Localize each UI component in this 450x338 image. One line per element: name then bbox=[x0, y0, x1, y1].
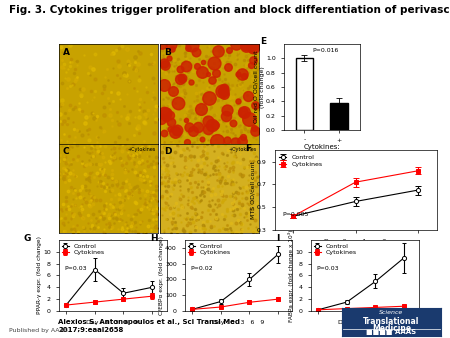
X-axis label: Day : 0   3   6   9: Day : 0 3 6 9 bbox=[338, 320, 391, 325]
Text: Fig. 3. Cytokines trigger proliferation and block differentiation of perivascula: Fig. 3. Cytokines trigger proliferation … bbox=[9, 5, 450, 15]
Text: C: C bbox=[63, 147, 69, 156]
X-axis label: Day : 0   3   6   9: Day : 0 3 6 9 bbox=[86, 320, 139, 325]
Y-axis label: FABPa expr. (fold change x 10³): FABPa expr. (fold change x 10³) bbox=[288, 229, 294, 322]
Y-axis label: MTS OD/cell count: MTS OD/cell count bbox=[251, 161, 256, 219]
Text: P=0.03: P=0.03 bbox=[64, 266, 86, 271]
Text: ■■■■ AAAS: ■■■■ AAAS bbox=[366, 329, 417, 335]
Text: +Cytokines: +Cytokines bbox=[229, 147, 257, 152]
X-axis label: Day : 0        1        2: Day : 0 1 2 bbox=[324, 239, 387, 244]
X-axis label: Day : 0   3   6   9: Day : 0 3 6 9 bbox=[212, 320, 265, 325]
Legend: Control, Cytokines: Control, Cytokines bbox=[62, 243, 105, 256]
Bar bbox=[296, 58, 313, 130]
Y-axis label: C/EBPα expr. (fold change): C/EBPα expr. (fold change) bbox=[159, 236, 164, 315]
Text: E: E bbox=[261, 37, 267, 46]
Bar bbox=[330, 103, 348, 130]
Text: A: A bbox=[63, 48, 69, 57]
X-axis label: Cytokines:: Cytokines: bbox=[303, 144, 340, 150]
Text: +Cytokines: +Cytokines bbox=[127, 147, 156, 152]
Text: P=0.02: P=0.02 bbox=[190, 266, 212, 271]
Text: P=0.016: P=0.016 bbox=[312, 48, 339, 53]
Text: G: G bbox=[24, 234, 32, 243]
Text: P=0.03: P=0.03 bbox=[316, 266, 338, 271]
Text: P=0.005: P=0.005 bbox=[283, 212, 309, 217]
Y-axis label: Oil red O OD/cell count
(fold change): Oil red O OD/cell count (fold change) bbox=[254, 51, 265, 123]
Text: I: I bbox=[276, 234, 279, 243]
Text: Alexios S. Antonopoulos et al., Sci Transl Med
2017;9:eaal2658: Alexios S. Antonopoulos et al., Sci Tran… bbox=[58, 319, 240, 332]
Y-axis label: PPAR-γ expr. (fold change): PPAR-γ expr. (fold change) bbox=[37, 237, 42, 314]
Text: F: F bbox=[245, 144, 252, 153]
Text: Translational: Translational bbox=[363, 317, 420, 326]
Legend: Control, Cytokines: Control, Cytokines bbox=[278, 153, 324, 168]
Text: Science: Science bbox=[379, 310, 404, 315]
Text: D: D bbox=[164, 147, 171, 156]
Text: Medicine: Medicine bbox=[372, 324, 411, 333]
Legend: Control, Cytokines: Control, Cytokines bbox=[314, 243, 357, 256]
Text: B: B bbox=[164, 48, 171, 57]
Legend: Control, Cytokines: Control, Cytokines bbox=[188, 243, 231, 256]
Text: Published by AAAS: Published by AAAS bbox=[9, 328, 68, 333]
Text: H: H bbox=[150, 234, 157, 243]
